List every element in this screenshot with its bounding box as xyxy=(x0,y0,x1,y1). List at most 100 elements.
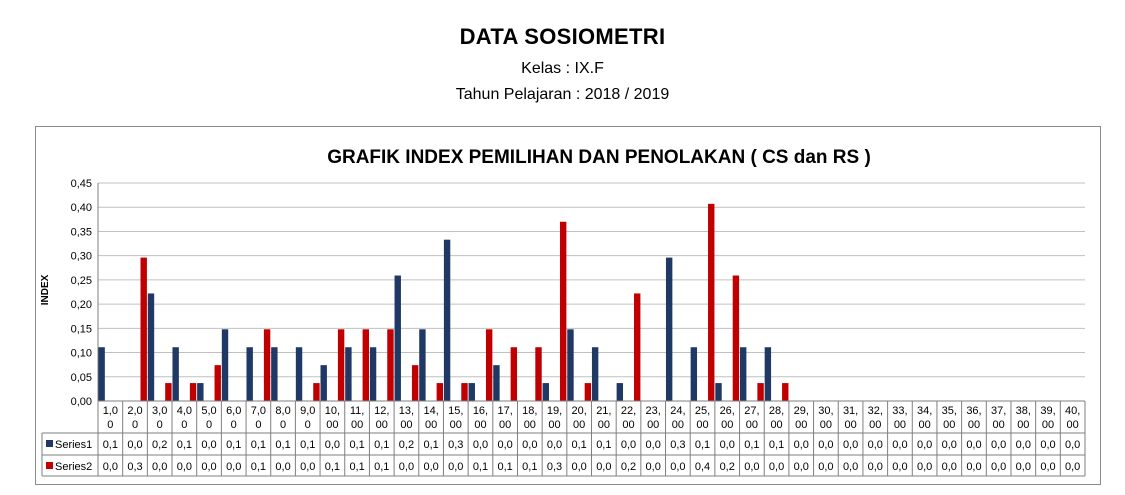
y-tick-label: 0,05 xyxy=(71,372,92,384)
category-label: 0 xyxy=(157,419,163,431)
table-value: 0,0 xyxy=(670,461,685,473)
bar-chart: GRAFIK INDEX PEMILIHAN DAN PENOLAKAN ( C… xyxy=(40,147,1086,477)
table-value: 0,0 xyxy=(744,461,759,473)
table-value: 0,1 xyxy=(744,439,759,451)
category-label: 0 xyxy=(206,419,212,431)
category-label: 30, xyxy=(818,405,833,417)
category-label: 40, xyxy=(1065,405,1080,417)
table-value: 0,0 xyxy=(473,439,488,451)
category-label: 0 xyxy=(181,419,187,431)
category-label: 00 xyxy=(672,419,684,431)
table-value: 0,0 xyxy=(843,461,858,473)
category-label: 8,0 xyxy=(275,405,290,417)
table-value: 0,0 xyxy=(423,461,438,473)
category-label: 00 xyxy=(869,419,881,431)
table-value: 0,0 xyxy=(843,439,858,451)
gridlines xyxy=(97,182,1085,402)
data-table: 1,0 0 2,0 0 3,0 0 4,0 0 5,0 0 6,0 0 7,0 0 8,0 0 9,0 0 10, 0… xyxy=(41,400,1086,477)
category-label: 00 xyxy=(721,419,733,431)
category-label: 21, xyxy=(596,405,611,417)
category-label: 9,0 xyxy=(300,405,315,417)
table-value: 0,0 xyxy=(942,461,957,473)
category-label: 17, xyxy=(497,405,512,417)
category-label: 31, xyxy=(843,405,858,417)
table-value: 0,0 xyxy=(201,461,216,473)
category-label: 00 xyxy=(968,419,980,431)
bar-series1 xyxy=(715,383,722,401)
table-value: 0,0 xyxy=(596,461,611,473)
category-label: 00 xyxy=(1042,419,1054,431)
legend-key-series1 xyxy=(46,440,53,447)
category-label: 0 xyxy=(255,419,261,431)
bar-series1 xyxy=(197,383,204,401)
bar-series1 xyxy=(98,347,105,401)
bar-series2 xyxy=(732,275,740,401)
chart-container: GRAFIK INDEX PEMILIHAN DAN PENOLAKAN ( C… xyxy=(35,126,1101,485)
table-value: 0,2 xyxy=(399,439,414,451)
category-label: 00 xyxy=(598,419,610,431)
bar-series2 xyxy=(263,329,271,401)
bar-series1 xyxy=(345,347,352,401)
category-label: 18, xyxy=(522,405,537,417)
page-title: DATA SOSIOMETRI xyxy=(459,24,666,49)
table-value: 0,0 xyxy=(769,461,784,473)
table-value: 0,0 xyxy=(942,439,957,451)
table-value: 0,0 xyxy=(325,439,340,451)
category-label: 1,0 xyxy=(103,405,118,417)
bar-series2 xyxy=(313,383,320,401)
y-tick-label: 0,35 xyxy=(71,226,92,238)
category-label: 00 xyxy=(795,419,807,431)
table-value: 0,1 xyxy=(695,439,710,451)
table-value: 0,0 xyxy=(818,439,833,451)
category-label: 19, xyxy=(547,405,562,417)
table-value: 0,0 xyxy=(152,461,167,473)
category-label: 34, xyxy=(917,405,932,417)
category-label: 16, xyxy=(473,405,488,417)
table-value: 0,0 xyxy=(917,461,932,473)
bar-series1 xyxy=(369,347,377,401)
table-value: 0,3 xyxy=(448,439,463,451)
table-value: 0,3 xyxy=(547,461,562,473)
table-value: 0,1 xyxy=(275,439,290,451)
bar-series2 xyxy=(387,329,394,401)
table-value: 0,0 xyxy=(1016,439,1031,451)
table-value: 0,0 xyxy=(201,439,216,451)
table-value: 0,1 xyxy=(374,461,389,473)
bar-series1 xyxy=(764,347,772,401)
y-axis-ticks: 0,00 0,05 0,10 0,15 0,20 0,25 0,30 0,35 0,40 0,45 xyxy=(71,178,92,408)
table-value: 0,0 xyxy=(646,461,661,473)
category-label: 00 xyxy=(499,419,511,431)
bar-series2 xyxy=(411,365,419,401)
table-value: 0,0 xyxy=(720,439,735,451)
table-value: 0,0 xyxy=(177,461,192,473)
category-label: 00 xyxy=(844,419,856,431)
y-tick-label: 0,40 xyxy=(71,202,92,214)
table-value: 0,1 xyxy=(177,439,192,451)
table-value: 0,1 xyxy=(769,439,784,451)
table-value: 0,3 xyxy=(670,439,685,451)
bar-series2 xyxy=(461,383,468,401)
y-tick-label: 0,45 xyxy=(71,178,92,190)
category-label: 37, xyxy=(991,405,1006,417)
y-tick-label: 0,30 xyxy=(71,251,92,263)
category-label: 5,0 xyxy=(201,405,216,417)
category-label: 0 xyxy=(107,419,113,431)
category-label: 11, xyxy=(350,405,364,417)
table-value: 0,0 xyxy=(794,439,809,451)
table-value: 0,0 xyxy=(572,461,587,473)
table-value: 0,0 xyxy=(868,461,883,473)
bar-series1 xyxy=(147,293,155,401)
category-label: 00 xyxy=(820,419,832,431)
bar-series2 xyxy=(559,221,567,401)
bars xyxy=(98,203,789,401)
bar-series2 xyxy=(634,293,641,401)
bar-series2 xyxy=(165,383,172,401)
bar-series1 xyxy=(739,347,747,401)
bar-series2 xyxy=(362,329,369,401)
category-label: 3,0 xyxy=(152,405,167,417)
bar-series1 xyxy=(591,347,599,401)
bar-series2 xyxy=(189,383,197,401)
category-label: 00 xyxy=(1017,419,1029,431)
category-label: 00 xyxy=(894,419,906,431)
y-tick-label: 0,25 xyxy=(71,275,92,287)
